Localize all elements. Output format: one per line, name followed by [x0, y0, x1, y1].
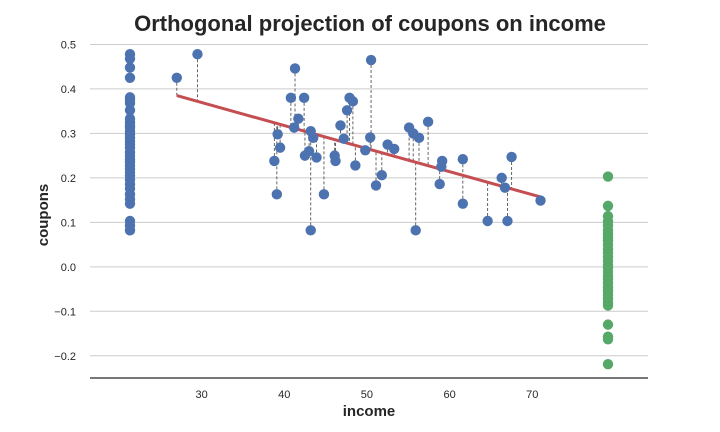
- data-point: [360, 145, 371, 156]
- residual-point: [602, 359, 614, 370]
- y-tick-label: 0.4: [61, 84, 76, 96]
- data-point: [335, 120, 346, 131]
- x-tick-label: 40: [278, 389, 290, 401]
- fit-line: [176, 94, 541, 199]
- data-point: [288, 122, 300, 133]
- data-point: [289, 63, 301, 74]
- data-point: [413, 132, 425, 144]
- data-point: [338, 133, 349, 144]
- data-point: [457, 198, 469, 209]
- data-point: [330, 155, 341, 167]
- data-point: [272, 129, 283, 140]
- projection-lines: [176, 54, 541, 231]
- data-point: [274, 142, 286, 153]
- x-tick-label: 60: [443, 389, 455, 401]
- projected-coordinate-point: [124, 198, 136, 209]
- projected-coordinate-point: [124, 105, 136, 116]
- y-tick-label: 0.2: [61, 173, 76, 185]
- y-tick-label: 0.1: [61, 217, 76, 229]
- x-tick-label: 70: [526, 389, 538, 401]
- data-point: [293, 113, 304, 124]
- data-point: [434, 178, 445, 190]
- data-point: [341, 105, 353, 116]
- y-tick-label: −0.1: [54, 306, 76, 318]
- y-tick-labels: −0.2 −0.1 0.0 0.1 0.2 0.3 0.4 0.5: [54, 39, 76, 362]
- data-point: [271, 189, 283, 200]
- data-point: [298, 92, 310, 104]
- projected-coordinate-point: [124, 72, 136, 84]
- x-tick-label: 50: [361, 389, 373, 401]
- data-point: [496, 172, 507, 184]
- data-point: [506, 151, 517, 163]
- data-point: [482, 215, 493, 227]
- data-point: [308, 132, 319, 144]
- y-tick-label: 0.3: [61, 128, 76, 140]
- data-point: [502, 215, 513, 227]
- y-tick-label: 0.0: [61, 262, 76, 274]
- x-axis-label: income: [343, 403, 396, 420]
- residual-point: [602, 334, 614, 345]
- y-axis-label: coupons: [35, 184, 52, 247]
- chart-title: Orthogonal projection of coupons on inco…: [134, 11, 606, 36]
- residual-point: [602, 300, 614, 311]
- y-tick-label: 0.5: [61, 39, 76, 51]
- data-point: [347, 96, 359, 107]
- data-point: [318, 189, 330, 200]
- x-tick-labels: 30 40 50 60 70: [195, 389, 538, 401]
- projected-coordinate-point: [124, 62, 136, 73]
- data-point: [285, 92, 297, 104]
- data-point: [365, 132, 376, 143]
- data-point: [457, 153, 469, 165]
- data-point: [389, 143, 400, 155]
- data-point: [499, 182, 511, 193]
- projected-coordinate-point: [124, 97, 136, 109]
- data-point: [365, 54, 377, 66]
- y-tick-label: −0.2: [54, 351, 76, 363]
- grid: [90, 43, 648, 357]
- residual-point: [602, 319, 614, 330]
- data-point: [171, 72, 182, 84]
- fit-line-group: [176, 94, 541, 199]
- residual-point: [602, 171, 614, 182]
- data-point: [422, 116, 434, 128]
- data-point: [303, 145, 315, 157]
- data-point: [350, 160, 361, 171]
- residual-point: [602, 200, 614, 212]
- data-points: [124, 49, 614, 370]
- projected-coordinate-point: [124, 225, 136, 236]
- data-point: [311, 152, 322, 163]
- projected-coordinate-point: [124, 53, 136, 64]
- data-point: [192, 49, 203, 60]
- x-tick-label: 30: [195, 389, 207, 401]
- data-point: [269, 155, 280, 167]
- data-point: [376, 170, 388, 181]
- data-point: [370, 180, 382, 191]
- data-point: [410, 225, 421, 236]
- data-point: [535, 195, 546, 206]
- data-point: [305, 225, 316, 236]
- data-point: [436, 161, 447, 172]
